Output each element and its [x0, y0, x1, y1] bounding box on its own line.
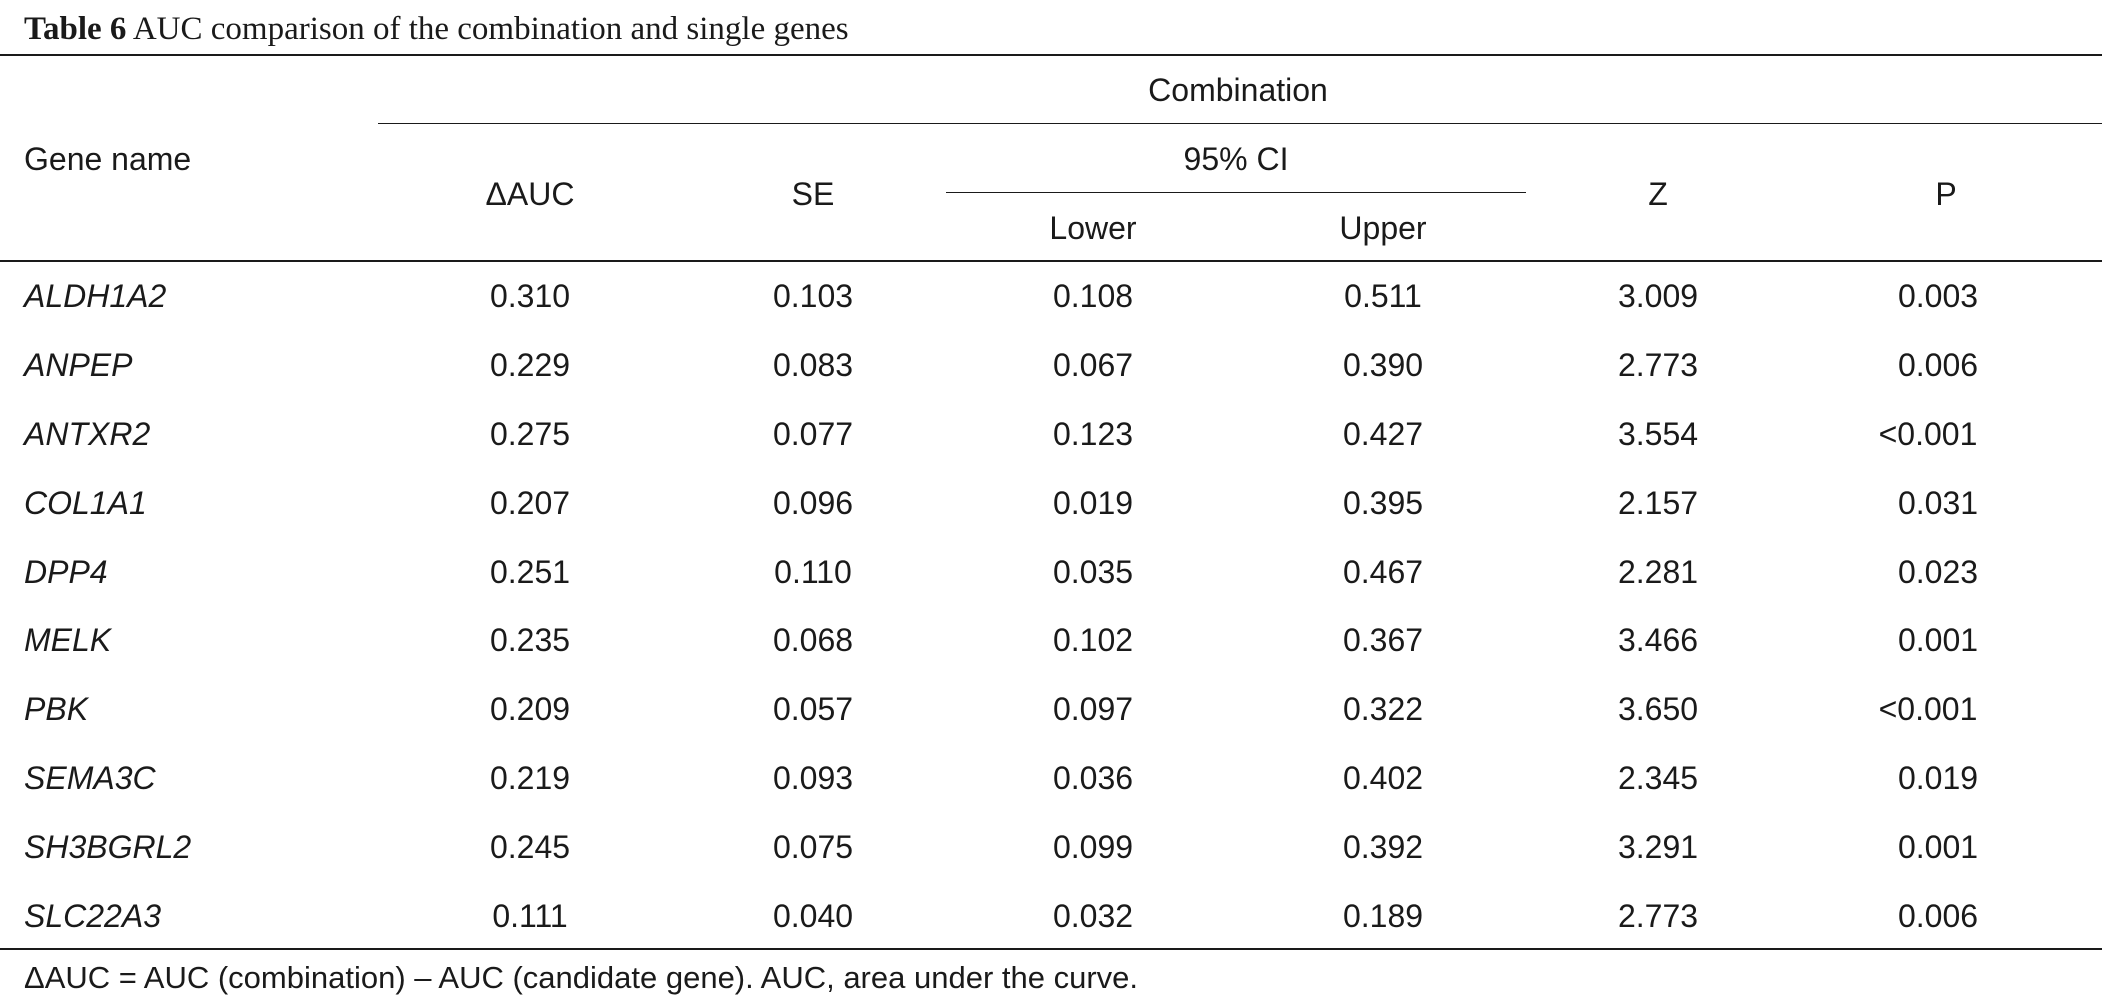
ci-upper-cell: 0.427: [1342, 416, 1424, 452]
ci-lower-cell: 0.102: [1052, 622, 1134, 658]
se-cell: 0.040: [772, 898, 854, 934]
header-z: Z: [1648, 176, 1668, 212]
header-95-ci: 95% CI: [1183, 141, 1289, 177]
header-lower: Lower: [1049, 210, 1137, 246]
gene-name-cell: ALDH1A2: [24, 278, 167, 314]
table-caption-title: AUC comparison of the combination and si…: [132, 11, 849, 47]
gene-name-cell: PBK: [24, 691, 89, 727]
ci-lower-cell: 0.035: [1052, 554, 1134, 590]
table-footnote: ΔAUC = AUC (combination) – AUC (candidat…: [24, 960, 1139, 995]
se-cell: 0.103: [772, 278, 854, 314]
ci-lower-cell: 0.067: [1052, 347, 1134, 383]
gene-name-cell: DPP4: [24, 554, 108, 590]
delta-auc-cell: 0.209: [489, 691, 571, 727]
gene-name-cell: SEMA3C: [24, 760, 156, 796]
p-cell: 0.001: [1897, 829, 1979, 865]
se-cell: 0.110: [774, 554, 852, 590]
ci-upper-cell: 0.392: [1342, 829, 1424, 865]
z-cell: 2.345: [1617, 760, 1699, 796]
delta-auc-cell: 0.207: [489, 485, 571, 521]
ci-group-rule: [946, 192, 1526, 193]
header-gene-name: Gene name: [24, 141, 192, 177]
ci-lower-cell: 0.097: [1052, 691, 1134, 727]
p-cell: 0.031: [1897, 485, 1979, 521]
ci-upper-cell: 0.511: [1344, 278, 1422, 314]
p-cell: 0.019: [1897, 760, 1979, 796]
ci-upper-cell: 0.189: [1342, 898, 1424, 934]
delta-auc-cell: 0.245: [489, 829, 571, 865]
se-cell: 0.077: [772, 416, 854, 452]
table-top-rule: [0, 54, 2102, 56]
header-upper: Upper: [1339, 210, 1427, 246]
z-cell: 3.009: [1617, 278, 1699, 314]
delta-auc-cell: 0.251: [489, 554, 571, 590]
header-se: SE: [791, 176, 835, 212]
table-caption: Table 6 AUC comparison of the combinatio…: [24, 6, 849, 52]
header-bottom-rule: [0, 260, 2102, 262]
gene-name-cell: COL1A1: [24, 485, 147, 521]
z-cell: 2.773: [1617, 347, 1699, 383]
delta-auc-cell: 0.219: [489, 760, 571, 796]
z-cell: 3.650: [1617, 691, 1699, 727]
z-cell: 3.291: [1617, 829, 1699, 865]
ci-lower-cell: 0.123: [1052, 416, 1134, 452]
p-cell: 0.023: [1897, 554, 1979, 590]
z-cell: 2.281: [1617, 554, 1699, 590]
header-combination: Combination: [1148, 72, 1328, 108]
se-cell: 0.057: [772, 691, 854, 727]
p-cell: 0.001: [1897, 622, 1979, 658]
ci-upper-cell: 0.322: [1342, 691, 1424, 727]
ci-lower-cell: 0.032: [1052, 898, 1134, 934]
header-p: P: [1935, 176, 1957, 212]
ci-upper-cell: 0.467: [1342, 554, 1424, 590]
se-cell: 0.068: [772, 622, 854, 658]
ci-upper-cell: 0.395: [1342, 485, 1424, 521]
p-cell: 0.003: [1897, 278, 1979, 314]
ci-upper-cell: 0.402: [1342, 760, 1424, 796]
z-cell: 2.773: [1617, 898, 1699, 934]
combination-group-rule: [378, 123, 2102, 124]
delta-auc-cell: 0.235: [489, 622, 571, 658]
ci-upper-cell: 0.367: [1342, 622, 1424, 658]
gene-name-cell: ANTXR2: [24, 416, 151, 452]
z-cell: 3.554: [1617, 416, 1699, 452]
p-cell: <0.001: [1878, 691, 1978, 727]
gene-name-cell: SH3BGRL2: [24, 829, 192, 865]
gene-name-cell: ANPEP: [24, 347, 133, 383]
z-cell: 3.466: [1617, 622, 1699, 658]
p-cell: 0.006: [1897, 898, 1979, 934]
table-caption-label: Table 6: [24, 11, 127, 47]
se-cell: 0.083: [772, 347, 854, 383]
z-cell: 2.157: [1617, 485, 1699, 521]
gene-name-cell: MELK: [24, 622, 112, 658]
delta-auc-cell: 0.275: [489, 416, 571, 452]
delta-auc-cell: 0.111: [492, 898, 568, 934]
se-cell: 0.093: [772, 760, 854, 796]
delta-auc-cell: 0.229: [489, 347, 571, 383]
header-delta-auc: ΔAUC: [485, 176, 575, 212]
ci-lower-cell: 0.019: [1052, 485, 1134, 521]
p-cell: 0.006: [1897, 347, 1979, 383]
p-cell: <0.001: [1878, 416, 1978, 452]
ci-upper-cell: 0.390: [1342, 347, 1424, 383]
ci-lower-cell: 0.099: [1052, 829, 1134, 865]
delta-auc-cell: 0.310: [489, 278, 571, 314]
se-cell: 0.075: [772, 829, 854, 865]
table-bottom-rule: [0, 948, 2102, 950]
ci-lower-cell: 0.108: [1052, 278, 1134, 314]
gene-name-cell: SLC22A3: [24, 898, 161, 934]
ci-lower-cell: 0.036: [1052, 760, 1134, 796]
se-cell: 0.096: [772, 485, 854, 521]
